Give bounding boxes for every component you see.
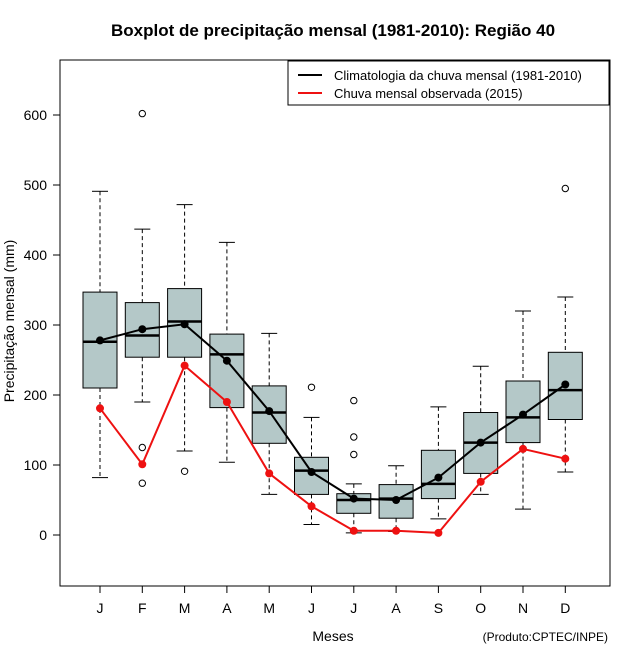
series-point <box>96 404 104 413</box>
outlier-point <box>138 443 147 452</box>
series-point <box>96 336 104 345</box>
box-2 <box>124 109 160 487</box>
series-point <box>349 526 358 535</box>
series-point <box>434 528 443 537</box>
series-point <box>222 398 231 406</box>
outlier-point <box>180 467 189 475</box>
x-tick-label: A <box>222 600 232 616</box>
outlier-point <box>138 479 147 487</box>
series-point <box>519 444 527 453</box>
series-point <box>434 473 443 482</box>
series-point <box>561 380 570 389</box>
legend-box <box>287 60 610 106</box>
x-tick-label: O <box>475 600 486 616</box>
y-axis: 0 100 200 300 400 500 600 <box>24 107 60 543</box>
x-tick-label: J <box>350 600 357 616</box>
series-observed <box>96 361 570 537</box>
outlier-point <box>350 396 358 405</box>
x-tick-label: F <box>138 600 147 616</box>
outlier-point <box>138 109 147 118</box>
legend-label-climatology: Climatologia da chuva mensal (1981-2010) <box>334 68 582 83</box>
box-4 <box>209 241 245 463</box>
box-1 <box>82 190 118 479</box>
series-point <box>476 477 485 486</box>
x-tick-label: A <box>391 600 401 616</box>
series-point <box>307 502 316 511</box>
y-tick-label: 600 <box>24 107 48 123</box>
series-point <box>138 460 147 469</box>
x-axis-title: Meses <box>312 628 353 644</box>
box-7 <box>336 396 372 534</box>
series-line <box>99 323 566 502</box>
series-point <box>265 469 274 478</box>
series-climatology <box>96 320 570 504</box>
box-12 <box>547 184 583 473</box>
series-line <box>99 363 566 534</box>
legend-label-observed: Chuva mensal observada (2015) <box>334 86 523 101</box>
boxes-group <box>82 109 583 534</box>
box-11 <box>505 310 541 510</box>
box-10 <box>463 365 499 495</box>
y-tick-label: 0 <box>39 527 47 543</box>
series-point <box>476 438 485 447</box>
plot-area <box>59 59 611 587</box>
y-tick-label: 200 <box>24 387 48 403</box>
series-point <box>180 361 189 370</box>
series-group <box>96 320 570 537</box>
x-tick-label: S <box>434 600 443 616</box>
x-tick-label: N <box>518 600 528 616</box>
outlier-point <box>350 433 358 441</box>
y-tick-label: 400 <box>24 247 48 263</box>
box-9 <box>420 406 456 520</box>
y-tick-label: 100 <box>24 457 48 473</box>
x-tick-label: D <box>560 600 570 616</box>
y-axis-title: Precipitação mensal (mm) <box>1 240 17 403</box>
x-tick-label: J <box>308 600 315 616</box>
series-point <box>138 325 147 334</box>
x-tick-label: M <box>179 600 191 616</box>
series-point <box>561 454 570 463</box>
series-point <box>349 494 358 503</box>
series-point <box>519 410 527 419</box>
box-iqr <box>124 302 160 358</box>
series-point <box>265 407 274 416</box>
box-iqr <box>209 333 245 409</box>
outlier-point <box>350 450 358 459</box>
y-tick-label: 300 <box>24 317 48 333</box>
x-tick-label: M <box>263 600 275 616</box>
x-tick-label: J <box>97 600 104 616</box>
credit-text: (Produto:CPTEC/INPE) <box>483 630 608 644</box>
chart-title: Boxplot de precipitação mensal (1981-201… <box>111 21 555 40</box>
legend: Climatologia da chuva mensal (1981-2010)… <box>287 60 610 106</box>
series-point <box>222 356 231 365</box>
series-point <box>392 496 401 504</box>
outlier-point <box>307 383 316 391</box>
series-point <box>180 320 189 329</box>
y-tick-label: 500 <box>24 177 48 193</box>
series-point <box>307 468 316 476</box>
series-point <box>392 526 401 535</box>
outlier-point <box>561 184 569 193</box>
box-3 <box>167 204 203 475</box>
